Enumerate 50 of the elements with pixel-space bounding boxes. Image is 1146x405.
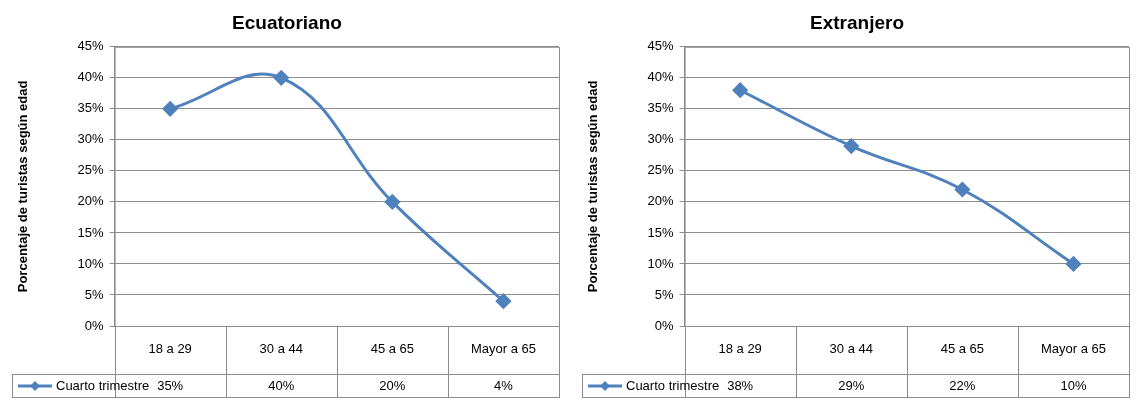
x-tick-label: 30 a 44 bbox=[829, 341, 873, 357]
chart-title: Extranjero bbox=[810, 11, 904, 33]
chart-title: Ecuatoriano bbox=[232, 11, 342, 33]
y-tick-label: 45% bbox=[647, 38, 675, 54]
y-tick-label: 25% bbox=[77, 162, 105, 178]
y-tick-label: 40% bbox=[77, 69, 105, 85]
point bbox=[273, 70, 289, 86]
x-tick-label: Mayor a 65 bbox=[470, 341, 536, 357]
y-tick-label: 0% bbox=[84, 317, 105, 333]
y-tick-label: 20% bbox=[647, 193, 675, 209]
legend-label: Cuarto trimestre bbox=[626, 377, 720, 393]
y-tick-label: 20% bbox=[77, 193, 105, 209]
data-label: 20% bbox=[379, 377, 406, 393]
y-tick-label: 10% bbox=[77, 255, 105, 271]
x-tick-label: 45 a 65 bbox=[370, 341, 415, 357]
x-tick-label: 18 a 29 bbox=[148, 341, 192, 357]
data-label: 40% bbox=[268, 377, 295, 393]
y-axis-title: Porcentaje de turistas según edad bbox=[15, 80, 31, 293]
x-tick-label: 45 a 65 bbox=[940, 341, 985, 357]
y-axis-title: Porcentaje de turistas según edad bbox=[585, 80, 601, 293]
data-label: 38% bbox=[727, 377, 754, 393]
point bbox=[843, 138, 859, 154]
point bbox=[1065, 256, 1081, 272]
y-tick-label: 25% bbox=[647, 162, 675, 178]
y-tick-label: 30% bbox=[647, 131, 675, 147]
data-label: 35% bbox=[157, 377, 184, 393]
y-tick-label: 15% bbox=[77, 224, 105, 240]
data-label: 29% bbox=[838, 377, 865, 393]
y-tick-label: 0% bbox=[654, 317, 675, 333]
y-tick-label: 35% bbox=[77, 100, 105, 116]
y-tick-label: 35% bbox=[647, 100, 675, 116]
data-label: 10% bbox=[1060, 377, 1087, 393]
y-tick-label: 30% bbox=[77, 131, 105, 147]
x-tick-label: 18 a 29 bbox=[718, 341, 762, 357]
point bbox=[954, 182, 970, 197]
point bbox=[495, 293, 511, 309]
x-tick-label: Mayor a 65 bbox=[1040, 341, 1106, 357]
legend-label: Cuarto trimestre bbox=[56, 377, 150, 393]
point bbox=[384, 194, 400, 210]
y-tick-label: 5% bbox=[654, 286, 675, 302]
y-tick-label: 15% bbox=[647, 224, 675, 240]
y-tick-label: 5% bbox=[84, 286, 105, 302]
y-tick-label: 10% bbox=[647, 255, 675, 271]
y-tick-label: 45% bbox=[77, 38, 105, 54]
data-label: 22% bbox=[949, 377, 976, 393]
y-tick-label: 40% bbox=[647, 69, 675, 85]
point bbox=[732, 82, 748, 98]
x-tick-label: 30 a 44 bbox=[259, 341, 303, 357]
point bbox=[162, 101, 178, 117]
data-label: 4% bbox=[494, 377, 514, 393]
